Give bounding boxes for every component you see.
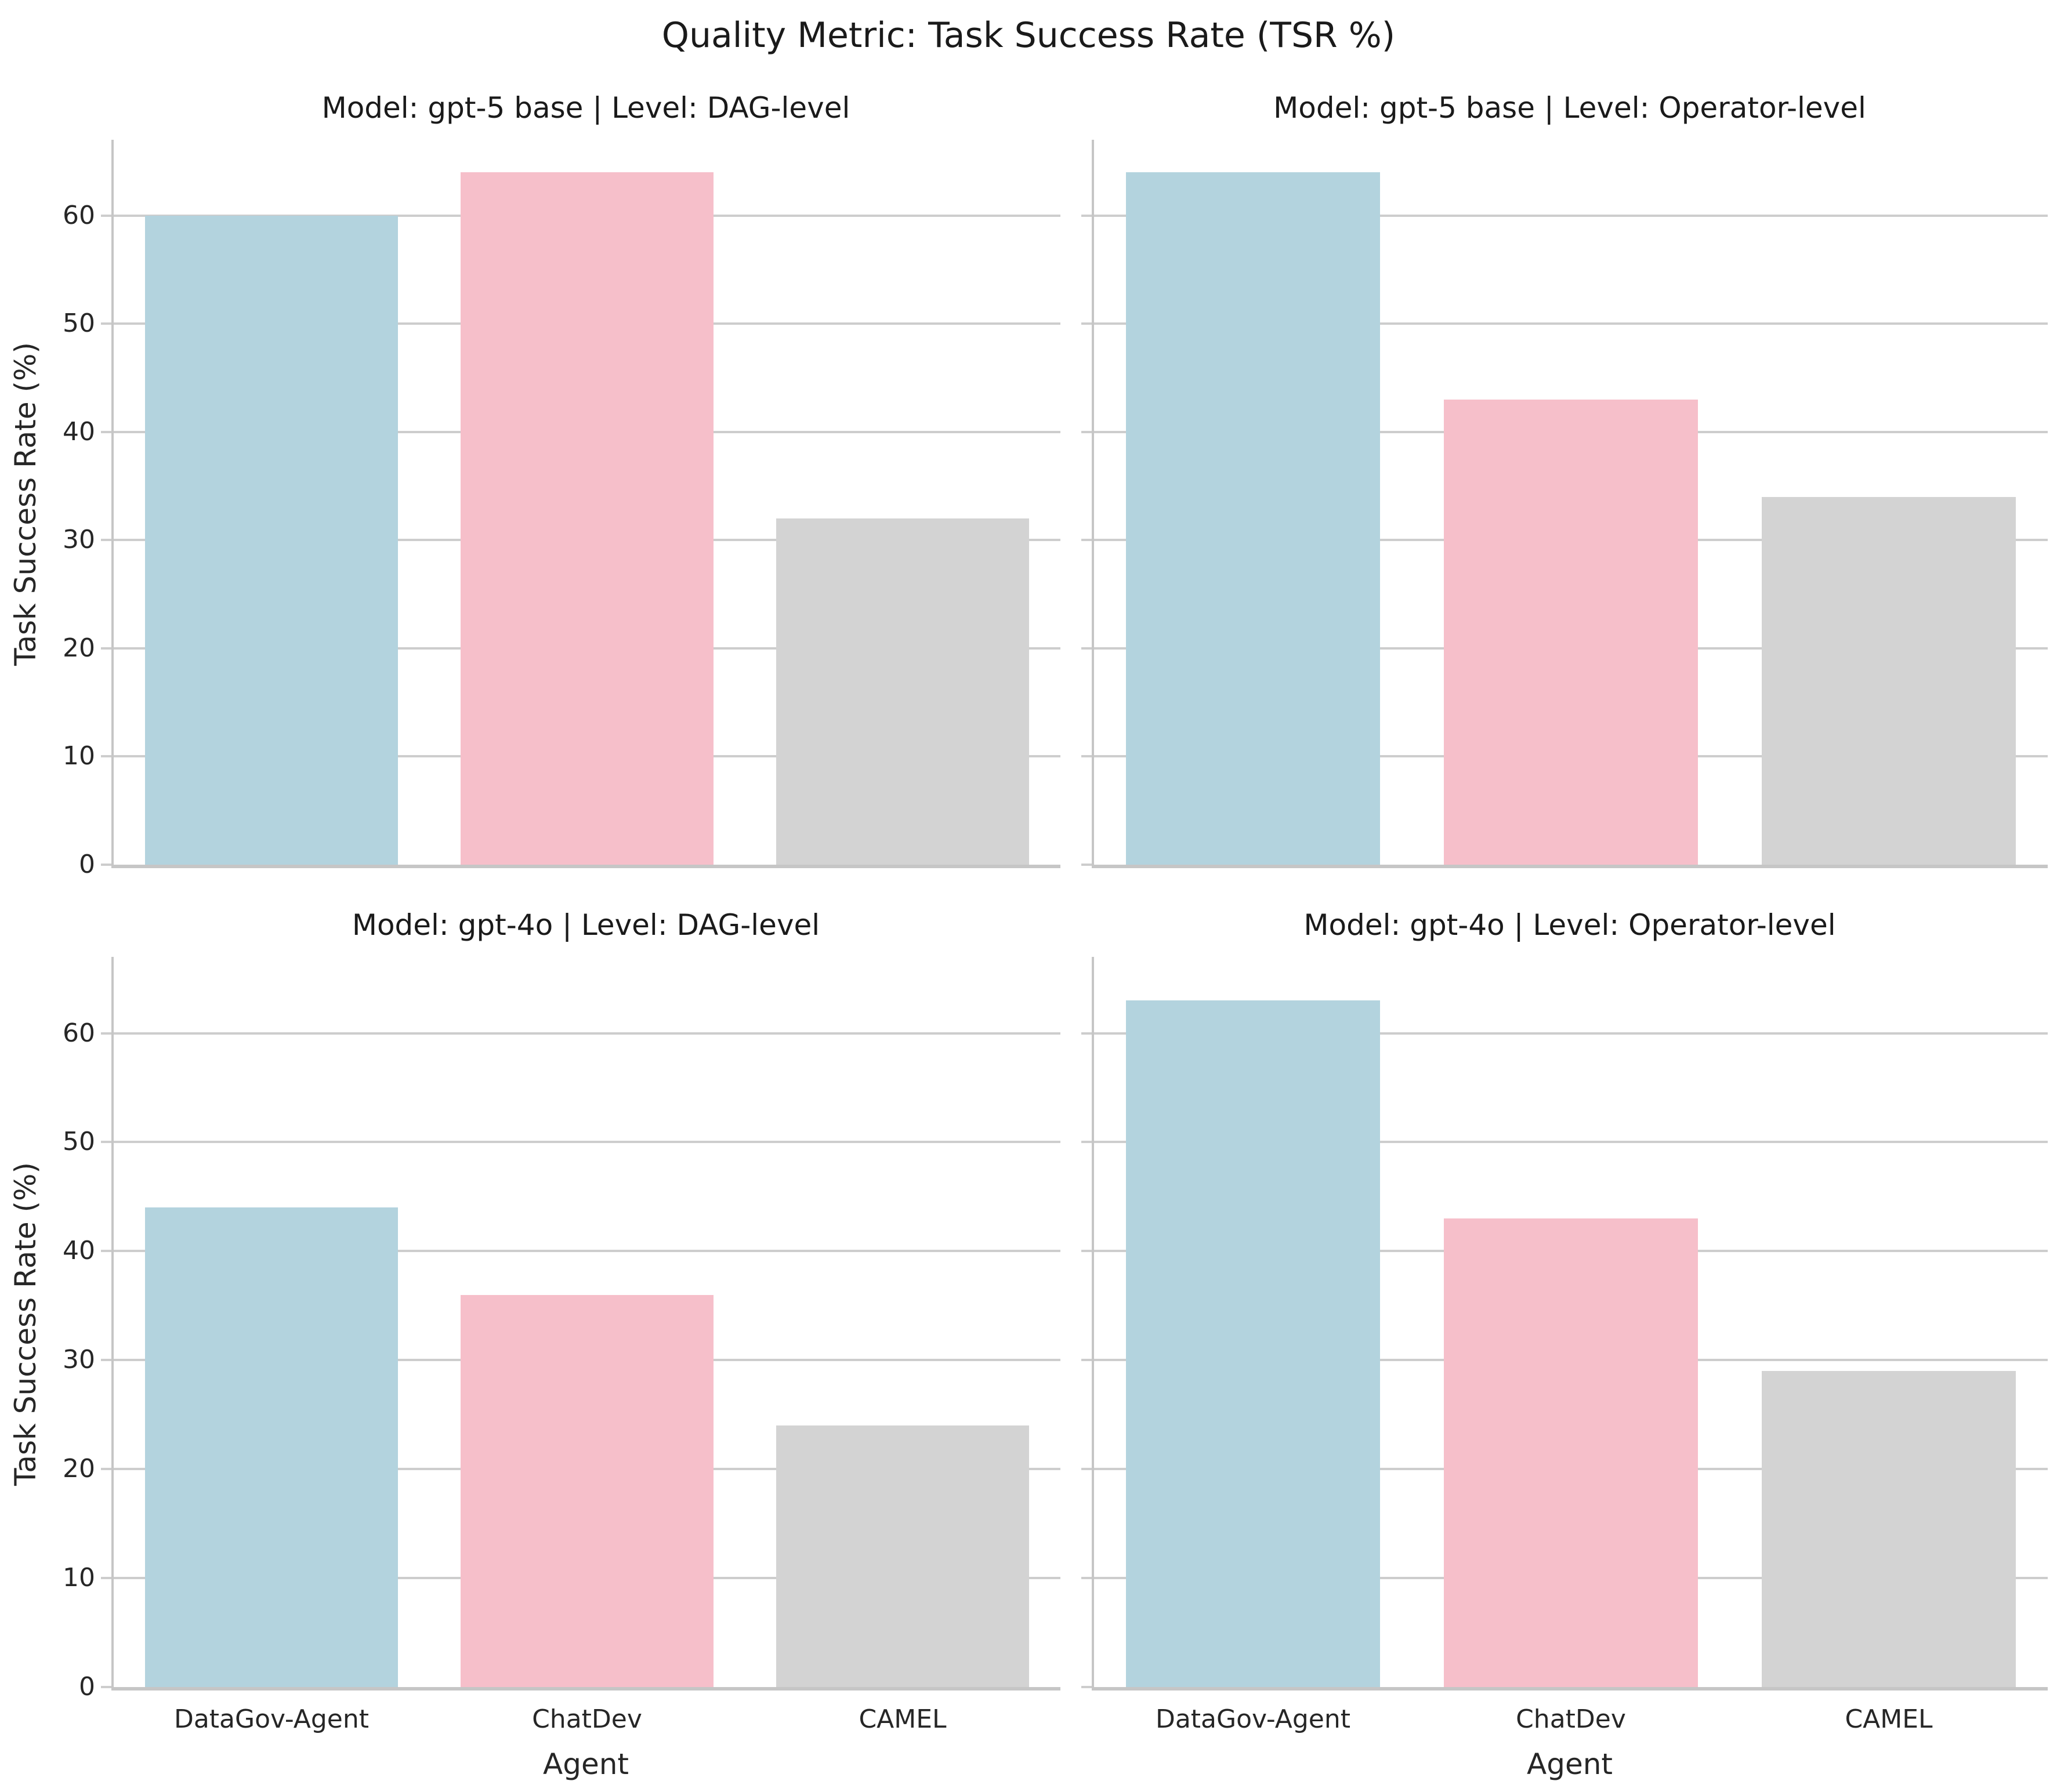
y-tick-label-50: 50: [63, 309, 95, 339]
x-tick-label-ChatDev: ChatDev: [532, 1704, 642, 1734]
y-tick-20: [101, 1468, 111, 1471]
y-tick-50: [1081, 322, 1092, 325]
y-tick-label-30: 30: [63, 1345, 95, 1375]
y-tick-50: [101, 322, 111, 325]
gridline-y-50: [1094, 322, 2048, 325]
y-tick-20: [1081, 647, 1092, 650]
gridline-y-50: [1094, 1141, 2048, 1144]
y-tick-label-0: 0: [79, 1672, 95, 1702]
bar-CAMEL: [1761, 496, 2016, 865]
y-tick-10: [1081, 1577, 1092, 1580]
y-tick-10: [1081, 755, 1092, 758]
x-tick-label-CAMEL: CAMEL: [859, 1704, 947, 1734]
x-tick-label-DataGov-Agent: DataGov-Agent: [173, 1704, 370, 1734]
y-tick-label-0: 0: [79, 850, 95, 879]
figure-title: Quality Metric: Task Success Rate (TSR %…: [661, 15, 1396, 56]
y-tick-label-50: 50: [63, 1127, 95, 1157]
y-tick-label-40: 40: [63, 1236, 95, 1266]
y-tick-40: [1081, 430, 1092, 433]
gridline-y-60: [114, 1032, 1060, 1035]
bar-DataGov-Agent: [1125, 1000, 1381, 1687]
gridline-y-60: [1094, 1032, 2048, 1035]
y-tick-30: [101, 1359, 111, 1362]
y-tick-label-30: 30: [63, 525, 95, 555]
y-tick-60: [101, 1032, 111, 1035]
plot-area: 0 10 20 30 40 50 60 DataGov-Agent ChatDev CAMEL: [63, 957, 1060, 1732]
y-tick-60: [1081, 214, 1092, 217]
y-tick-0: [101, 864, 111, 866]
y-axis-label: Task Success Rate (%): [9, 1162, 42, 1486]
y-tick-0: [101, 1686, 111, 1688]
y-tick-0: [1081, 1686, 1092, 1688]
y-tick-label-20: 20: [63, 633, 95, 663]
bar-ChatDev: [1443, 1218, 1699, 1687]
subplot-title: Model: gpt-4o | Level: Operator-level: [1303, 908, 1836, 942]
subplot-gpt5base-dag-level: Model: gpt-5 base | Level: DAG-level Tas…: [9, 92, 1060, 877]
y-tick-label-10: 10: [63, 1563, 95, 1593]
gridline-y-40: [114, 1250, 1060, 1253]
bar-DataGov-Agent: [1125, 172, 1381, 865]
subplot-title: Model: gpt-5 base | Level: DAG-level: [321, 91, 850, 125]
gridline-y-60: [1094, 214, 2048, 217]
y-tick-30: [1081, 539, 1092, 542]
x-tick-label-ChatDev: ChatDev: [1516, 1704, 1626, 1734]
y-tick-40: [101, 1250, 111, 1253]
y-tick-50: [1081, 1141, 1092, 1144]
plot-area: 0 10 20 30 40 50 60: [63, 140, 1060, 877]
y-tick-20: [1081, 1468, 1092, 1471]
y-tick-30: [1081, 1359, 1092, 1362]
y-tick-0: [1081, 864, 1092, 866]
subplot-title: Model: gpt-4o | Level: DAG-level: [352, 908, 820, 942]
y-tick-40: [1081, 1250, 1092, 1253]
y-tick-30: [101, 539, 111, 542]
y-tick-10: [101, 755, 111, 758]
y-tick-label-20: 20: [63, 1454, 95, 1484]
y-tick-40: [101, 430, 111, 433]
x-axis-label: Agent: [543, 1747, 629, 1781]
y-tick-10: [101, 1577, 111, 1580]
bar-ChatDev: [461, 172, 714, 865]
bar-DataGov-Agent: [145, 215, 398, 865]
y-axis-label: Task Success Rate (%): [9, 342, 42, 666]
bar-ChatDev: [461, 1294, 714, 1687]
bar-CAMEL: [776, 1425, 1029, 1687]
bar-CAMEL: [1761, 1371, 2016, 1687]
y-tick-label-60: 60: [63, 200, 95, 230]
y-tick-label-40: 40: [63, 416, 95, 447]
subplot-gpt4o-dag-level: Model: gpt-4o | Level: DAG-level Task Su…: [9, 909, 1060, 1779]
y-tick-50: [101, 1141, 111, 1144]
gridline-y-50: [114, 1141, 1060, 1144]
subplot-gpt5base-operator-level: Model: gpt-5 base | Level: Operator-leve…: [1081, 92, 2048, 868]
bar-CAMEL: [776, 518, 1029, 865]
bar-DataGov-Agent: [145, 1207, 398, 1687]
y-tick-60: [1081, 1032, 1092, 1035]
y-tick-60: [101, 214, 111, 217]
y-tick-label-10: 10: [63, 741, 95, 771]
plot-area: [1081, 140, 2048, 868]
y-tick-20: [101, 647, 111, 650]
x-tick-label-CAMEL: CAMEL: [1845, 1704, 1933, 1734]
y-tick-label-60: 60: [63, 1018, 95, 1048]
plot-area: DataGov-Agent ChatDev CAMEL: [1081, 957, 2048, 1732]
subplot-gpt4o-operator-level: Model: gpt-4o | Level: Operator-level Da…: [1081, 909, 2048, 1779]
x-tick-label-DataGov-Agent: DataGov-Agent: [1155, 1704, 1351, 1734]
x-axis-label: Agent: [1527, 1747, 1613, 1781]
bar-ChatDev: [1443, 399, 1699, 865]
subplot-title: Model: gpt-5 base | Level: Operator-leve…: [1273, 91, 1866, 125]
